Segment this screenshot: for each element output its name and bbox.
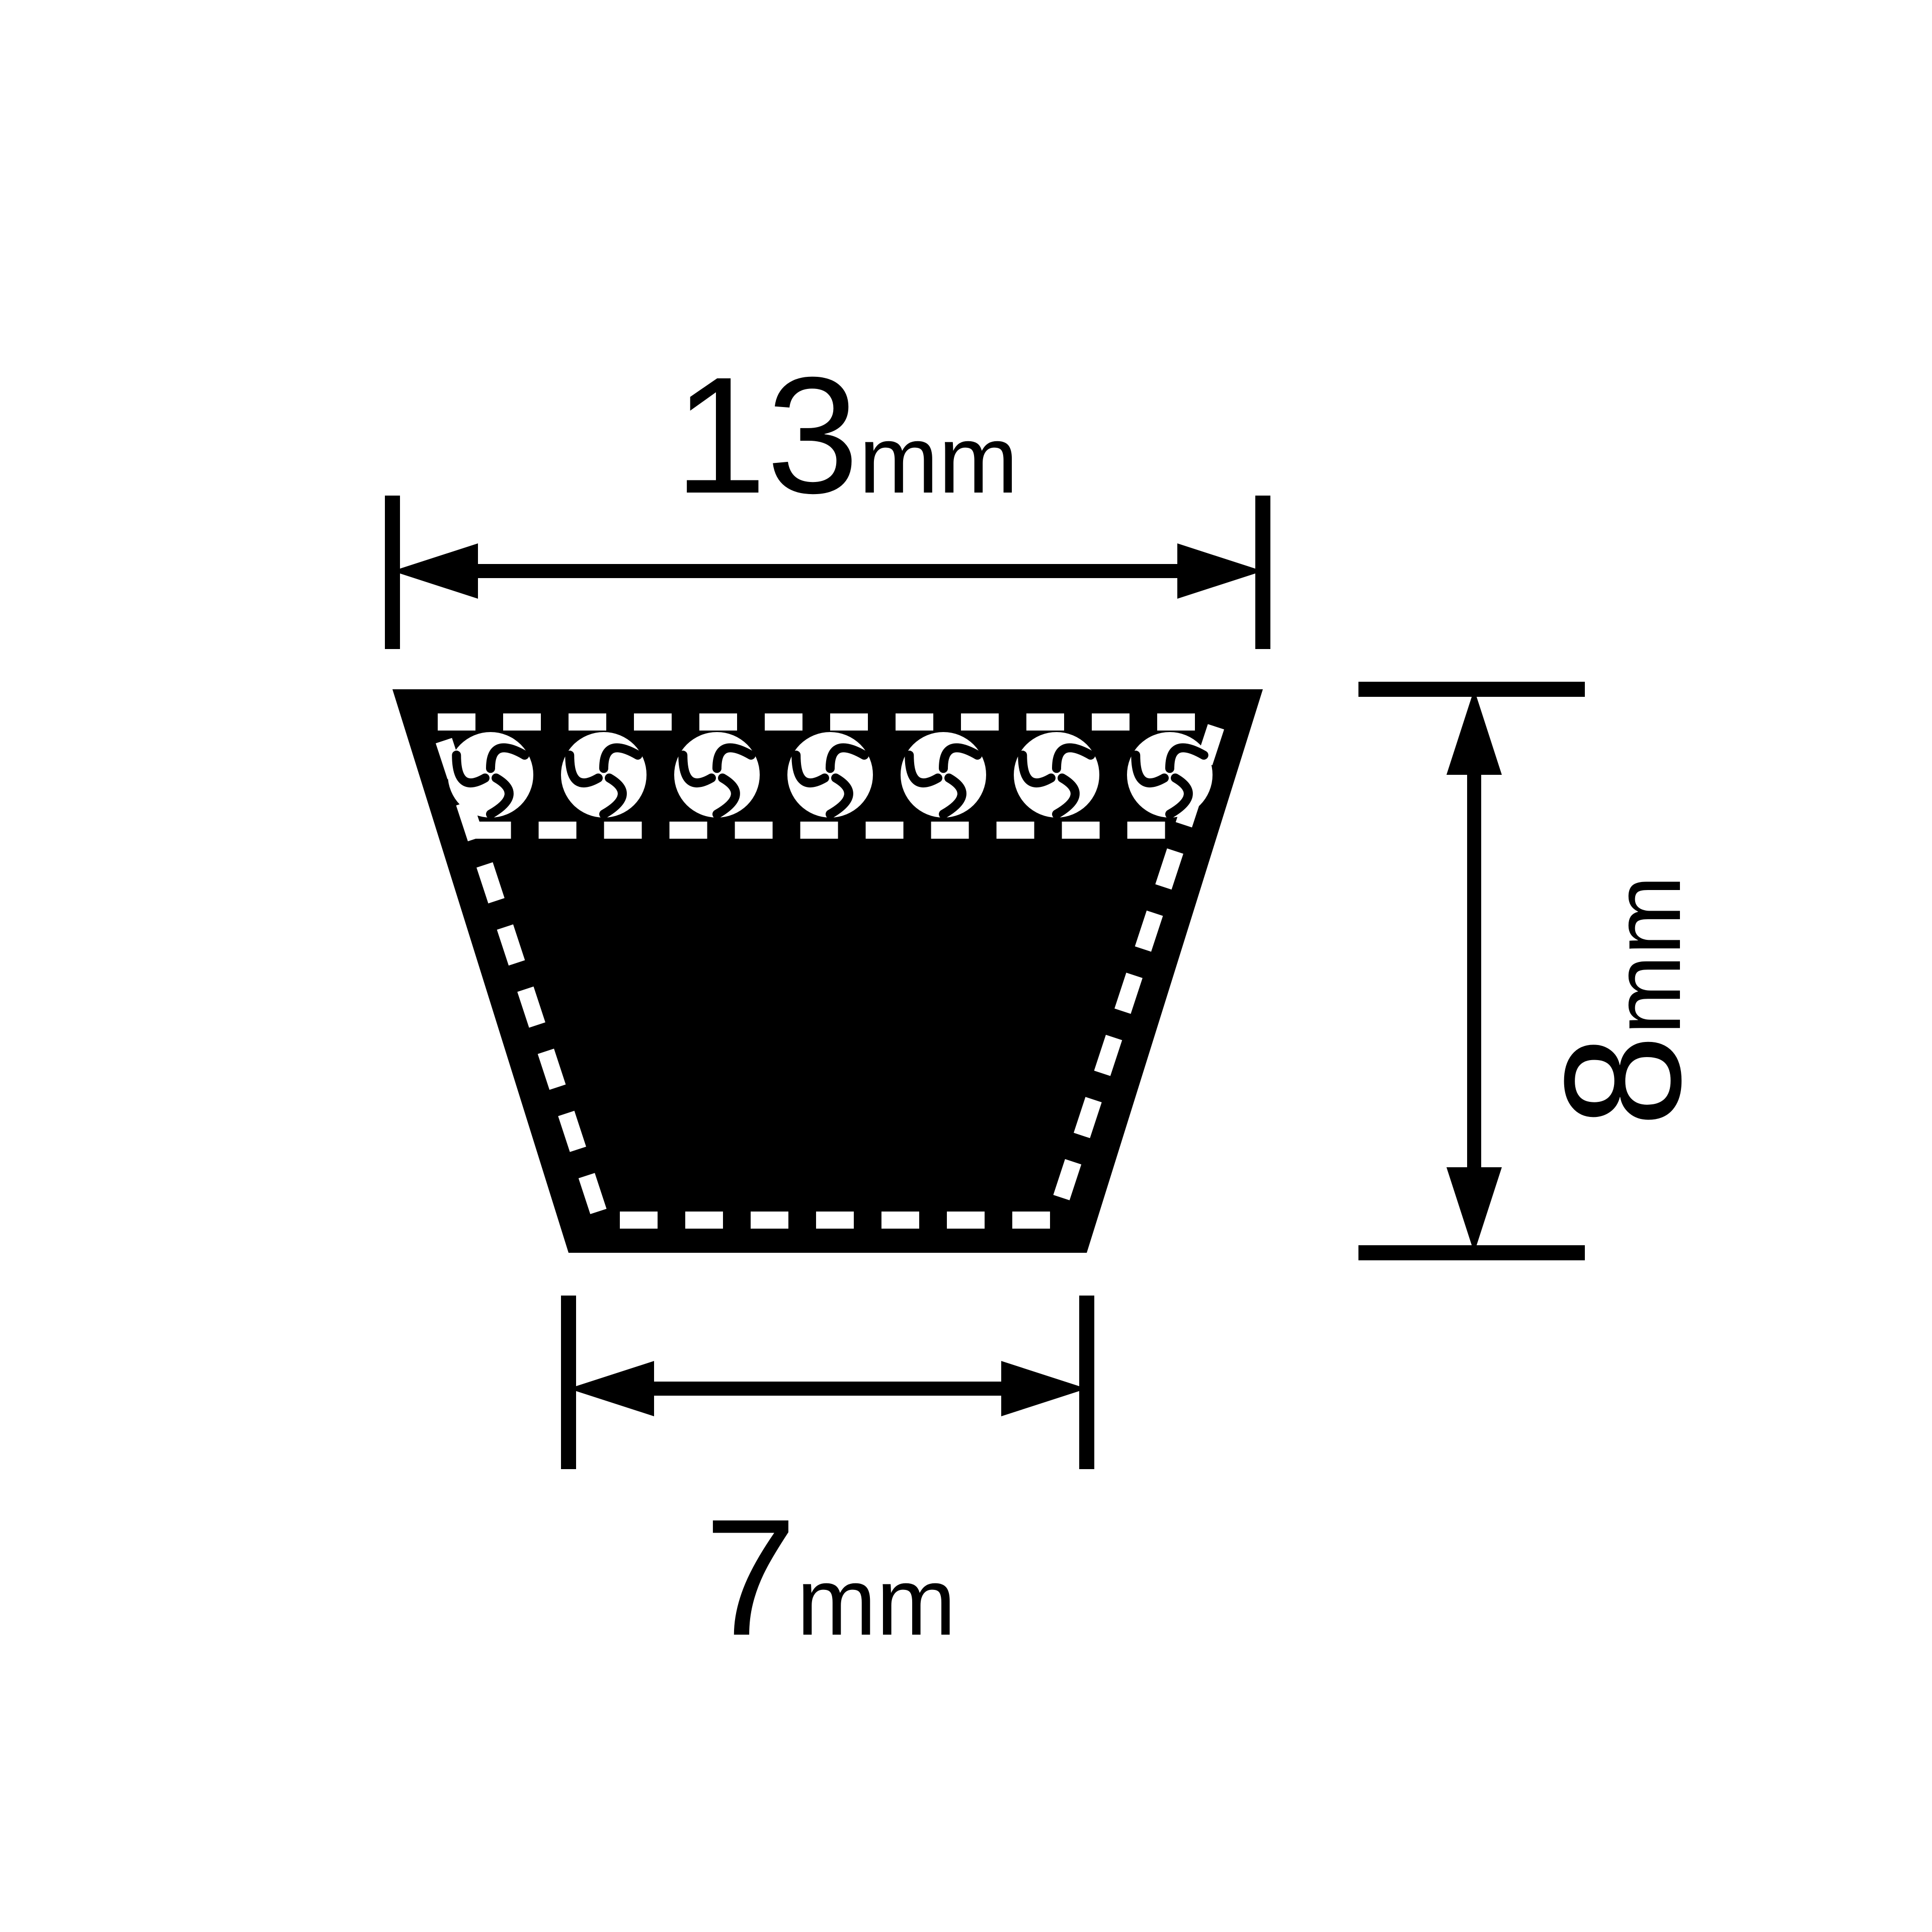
dimension-label-height: 8mm bbox=[1540, 875, 1706, 1127]
dimension-unit-bottom: mm bbox=[797, 1549, 956, 1655]
dimension-label-bottom-width: 7mm bbox=[704, 1494, 956, 1660]
dimension-label-top-width: 13mm bbox=[674, 352, 1018, 518]
dimension-value-bottom: 7 bbox=[704, 1484, 797, 1670]
dimension-unit-top: mm bbox=[859, 407, 1018, 513]
dimension-unit-right: mm bbox=[1594, 875, 1701, 1035]
dimension-value-top: 13 bbox=[674, 342, 859, 528]
dimension-value-right: 8 bbox=[1530, 1034, 1715, 1127]
diagram-stage: 13mm 7mm 8mm bbox=[0, 0, 1932, 1932]
